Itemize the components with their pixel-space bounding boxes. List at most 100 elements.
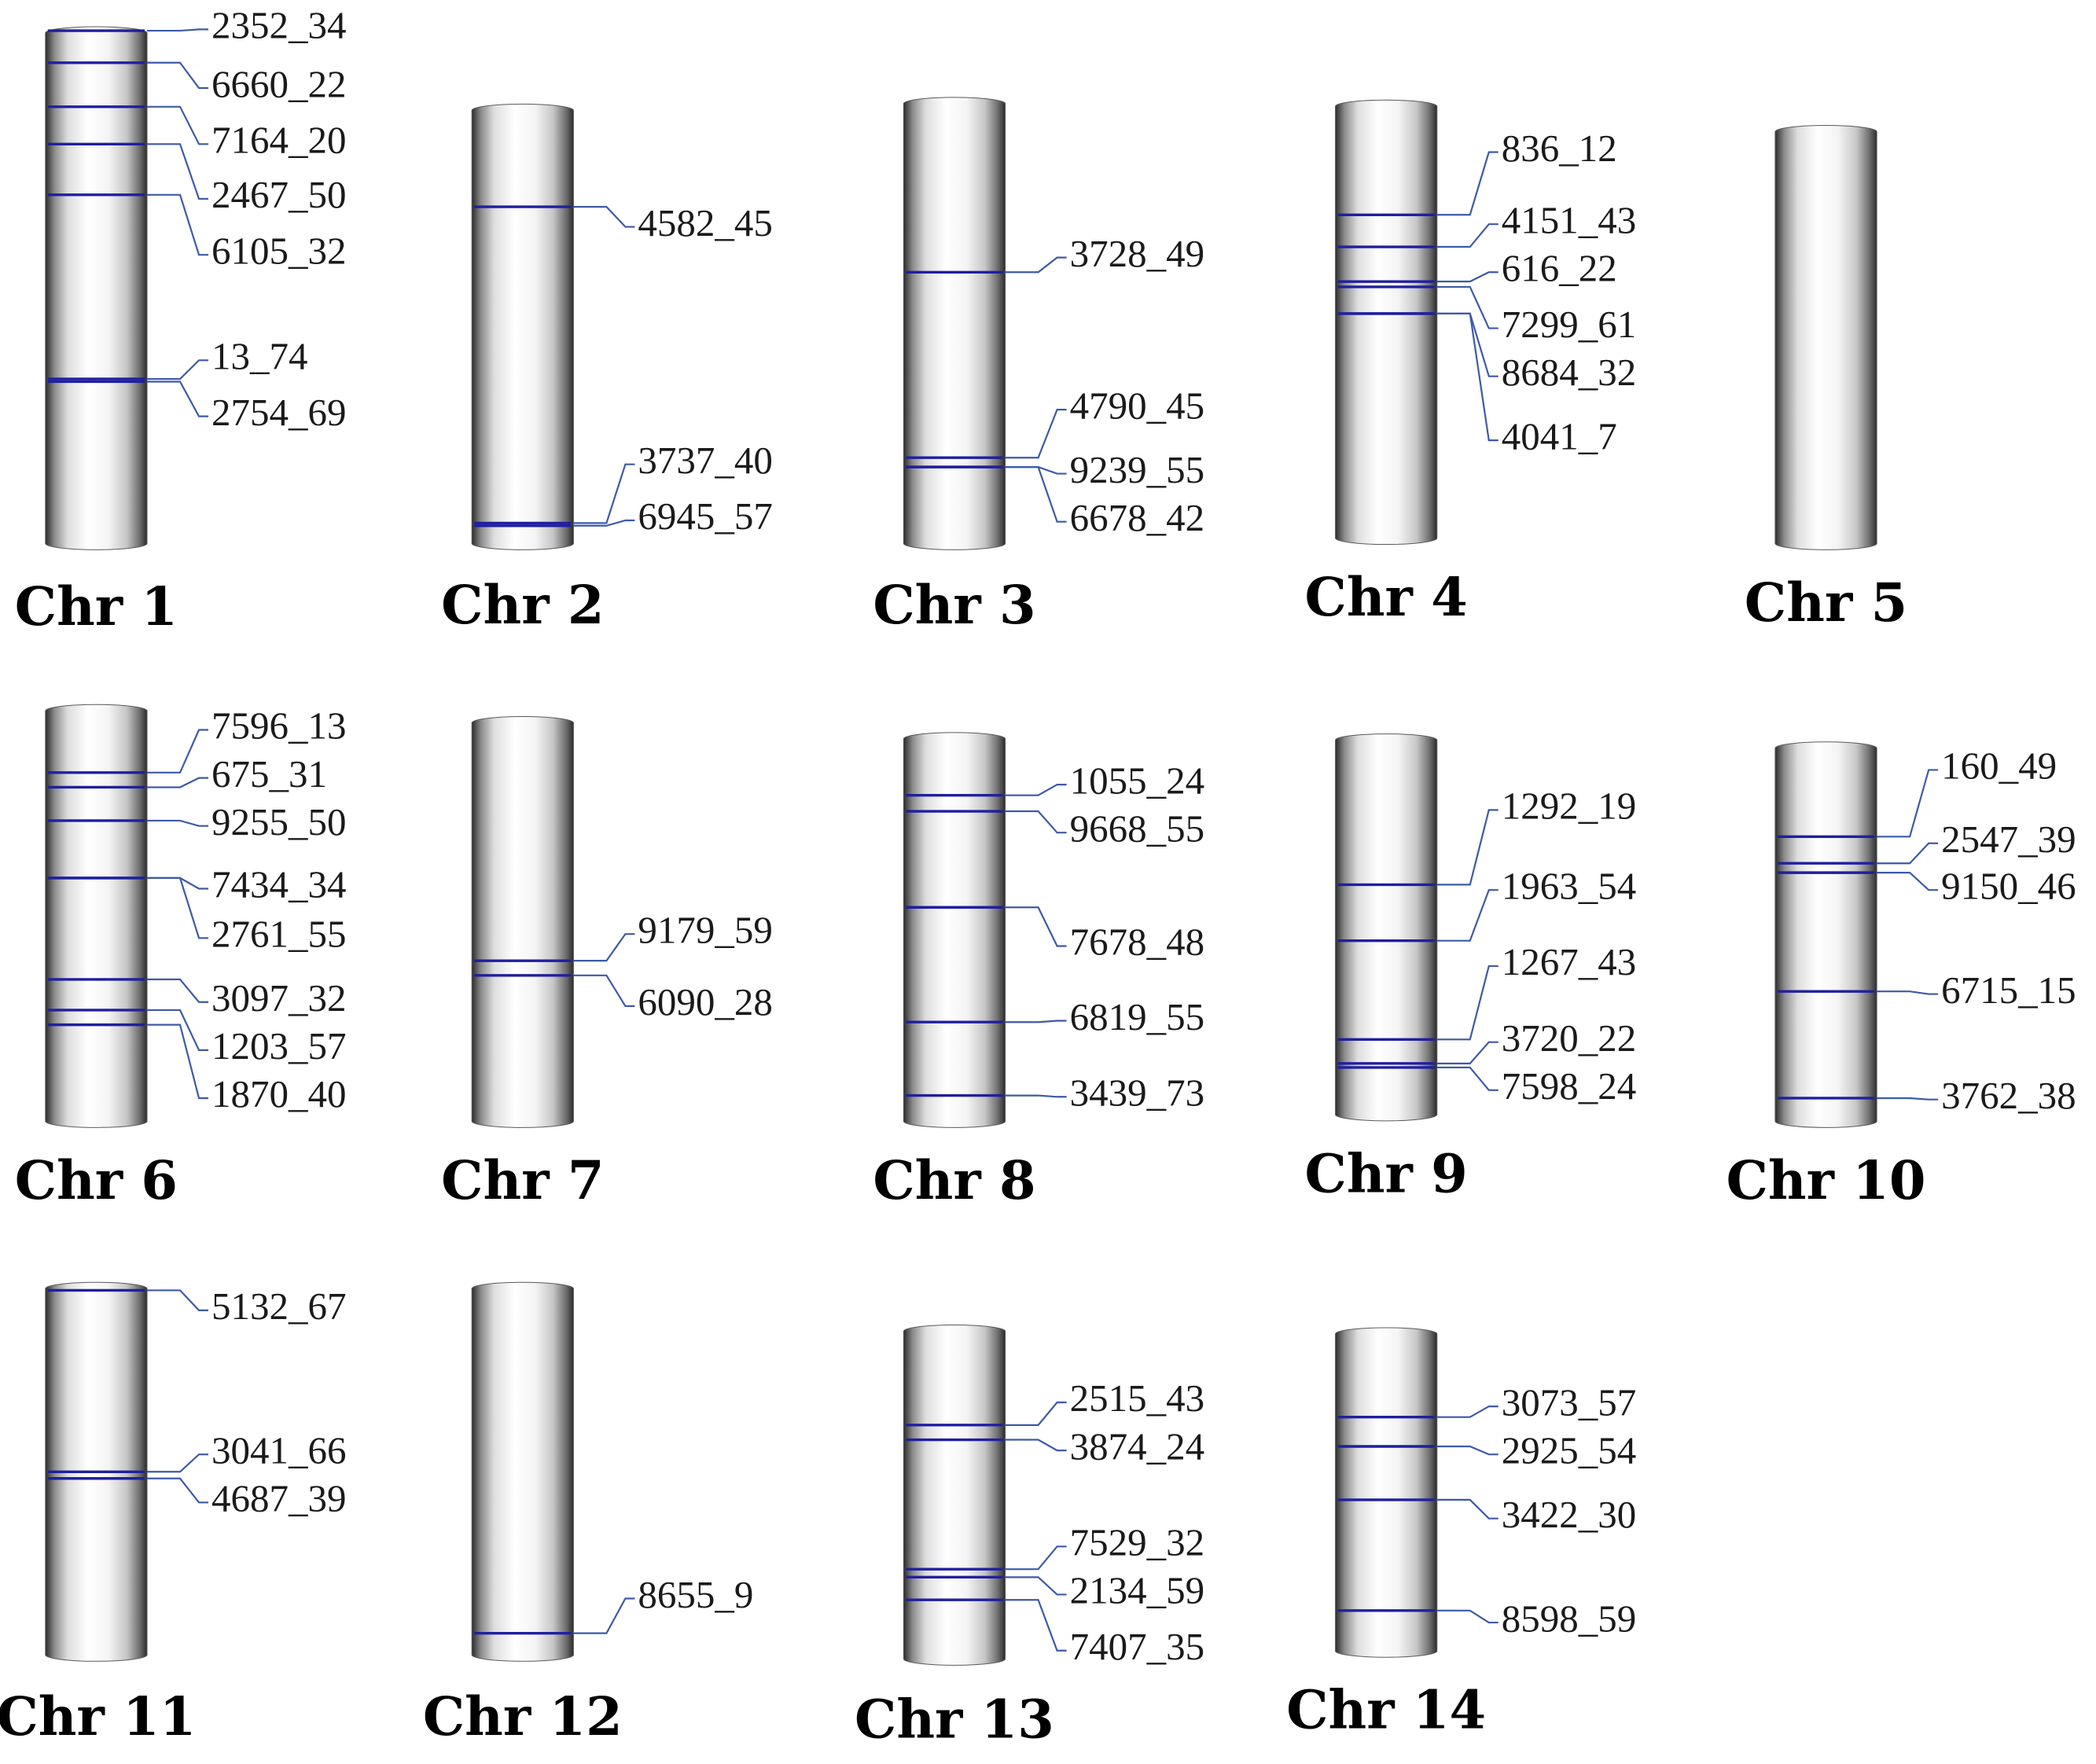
gene-leader-line	[1005, 1094, 1067, 1098]
chr-11-group: 5132_67 3041_66 4687_39 Chr 11	[0, 1281, 347, 1747]
gene-label: 2925_54	[1502, 1428, 1637, 1472]
gene-label: 2134_59	[1070, 1569, 1205, 1612]
gene-leader-line	[1877, 769, 1939, 838]
chr-12-group: 8655_9 Chr 12	[423, 1281, 753, 1747]
gene-leader-line	[147, 1289, 209, 1311]
gene-label: 4582_45	[638, 201, 773, 244]
gene-label: 3439_73	[1070, 1071, 1205, 1115]
gene-label: 2754_69	[211, 391, 347, 434]
gene-label: 3728_49	[1070, 232, 1205, 275]
gene-label: 2761_55	[211, 913, 347, 956]
gene-label: 6715_15	[1941, 968, 2076, 1012]
gene-label: 1055_24	[1070, 759, 1205, 802]
gene-label: 1870_40	[211, 1072, 347, 1115]
gene-label: 6945_57	[638, 494, 773, 538]
gene-label: 9255_50	[211, 800, 347, 843]
chr-8-group: 1055_24 9668_55 7678_48 6819_55 3439_73 Chr 8	[873, 732, 1205, 1211]
gene-leader-line	[573, 519, 635, 527]
chr-14-label: Chr 14	[1286, 1679, 1486, 1741]
gene-leader-line	[573, 974, 635, 1007]
chr-10-body	[1774, 741, 1877, 1128]
gene-leader-line	[147, 193, 209, 256]
chr-4-body	[1335, 99, 1438, 546]
chr-12-body	[471, 1281, 574, 1662]
gene-label: 3720_22	[1502, 1016, 1637, 1060]
chr-14-body	[1335, 1327, 1438, 1658]
chr-6-body	[45, 704, 148, 1128]
chr-13-body	[903, 1325, 1006, 1666]
gene-leader-line	[1877, 990, 1939, 995]
gene-label: 160_49	[1941, 744, 2057, 788]
chr-12-label: Chr 12	[423, 1685, 623, 1747]
chr-1-body	[45, 26, 148, 550]
gene-leader-line	[147, 876, 209, 890]
chr-7-label: Chr 7	[441, 1149, 604, 1211]
gene-leader-line	[147, 978, 209, 1003]
gene-leader-line	[1436, 1445, 1498, 1456]
chr-9-body	[1335, 733, 1438, 1122]
gene-label: 3762_38	[1941, 1074, 2076, 1117]
gene-label: 8684_32	[1502, 351, 1637, 394]
gene-label: 1203_57	[211, 1024, 347, 1068]
gene-leader-line	[147, 28, 209, 32]
gene-label: 3737_40	[638, 439, 773, 482]
gene-label: 3097_32	[211, 976, 347, 1020]
gene-leader-line	[1436, 312, 1498, 377]
gene-leader-line	[1436, 312, 1498, 442]
gene-leader-line	[1005, 1401, 1067, 1426]
gene-leader-line	[147, 143, 209, 200]
gene-leader-line	[147, 777, 209, 788]
gene-leader-line	[1436, 271, 1498, 283]
gene-leader-line	[573, 933, 635, 962]
gene-label: 3422_30	[1502, 1493, 1637, 1536]
gene-label: 7678_48	[1070, 921, 1205, 964]
gene-leader-line	[1005, 1439, 1067, 1452]
gene-label: 3874_24	[1070, 1424, 1205, 1468]
chr-7-body	[471, 716, 574, 1128]
chr-4-label: Chr 4	[1305, 566, 1468, 628]
gene-leader-line	[1005, 409, 1067, 459]
chr-11-label: Chr 11	[0, 1685, 196, 1747]
chr-5-group: Chr 5	[1745, 125, 1907, 634]
chr-3-label: Chr 3	[873, 574, 1035, 636]
gene-label: 2352_34	[211, 4, 347, 47]
gene-leader-line	[147, 819, 209, 827]
gene-leader-line	[1436, 1498, 1498, 1520]
chr-1-label: Chr 1	[15, 575, 178, 638]
gene-leader-line	[1005, 1545, 1067, 1571]
gene-leader-line	[147, 61, 209, 90]
gene-leader-line	[1877, 872, 1939, 891]
gene-leader-line	[1005, 906, 1067, 947]
gene-label: 6678_42	[1070, 496, 1205, 539]
gene-leader-line	[1436, 223, 1498, 248]
gene-label: 616_22	[1502, 247, 1617, 290]
chr-10-label: Chr 10	[1726, 1149, 1926, 1211]
chr-1-group: 2352_34 6660_22 7164_20 2467_50 6105_32 13_74…	[15, 4, 347, 638]
gene-label: 7596_13	[211, 704, 347, 748]
chr-9-label: Chr 9	[1305, 1142, 1468, 1204]
chr-7-group: 9179_59 6090_28 Chr 7	[441, 716, 773, 1211]
gene-leader-line	[147, 1453, 209, 1473]
gene-leader-line	[573, 206, 635, 228]
gene-leader-line	[147, 359, 209, 380]
gene-leader-line	[1436, 889, 1498, 942]
gene-label: 9150_46	[1941, 864, 2076, 907]
gene-label: 9668_55	[1070, 807, 1205, 850]
gene-leader-line	[147, 876, 209, 939]
gene-label: 9179_59	[638, 908, 773, 951]
gene-label: 3041_66	[211, 1428, 347, 1472]
gene-leader-line	[147, 380, 209, 417]
gene-label: 9239_55	[1070, 448, 1205, 491]
gene-label: 4041_7	[1502, 414, 1617, 458]
gene-label: 836_12	[1502, 127, 1617, 170]
gene-leader-line	[147, 729, 209, 774]
chr-2-body	[471, 103, 574, 550]
gene-label: 7299_61	[1502, 303, 1637, 346]
gene-label: 7407_35	[1070, 1625, 1205, 1668]
gene-label: 4790_45	[1070, 384, 1205, 427]
gene-leader-line	[1436, 151, 1498, 216]
gene-leader-line	[1005, 783, 1067, 796]
